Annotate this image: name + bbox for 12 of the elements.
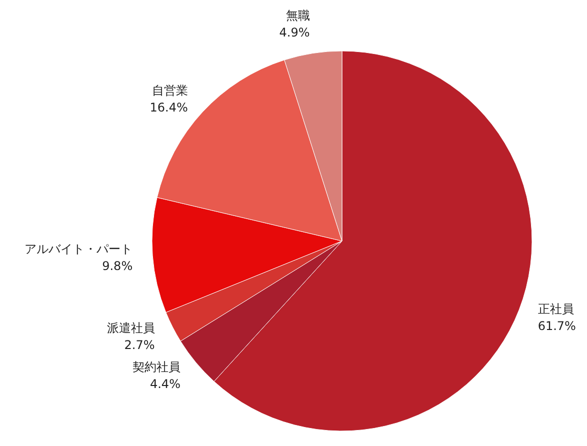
slice-label: 派遣社員 — [106, 321, 155, 336]
data-label: 4.4% — [150, 377, 180, 392]
slice-label: アルバイト・パート — [24, 242, 133, 256]
data-label: 4.9% — [279, 25, 310, 40]
slice-label: 無職 — [286, 8, 310, 22]
slice-label: 契約社員 — [132, 360, 180, 374]
data-label: 9.8% — [102, 259, 133, 274]
slice-label: 正社員 — [538, 302, 574, 316]
data-label: 61.7% — [538, 318, 576, 333]
data-label: 2.7% — [124, 338, 155, 352]
data-label: 16.4% — [150, 100, 188, 114]
slice-label: 自営業 — [152, 83, 188, 98]
